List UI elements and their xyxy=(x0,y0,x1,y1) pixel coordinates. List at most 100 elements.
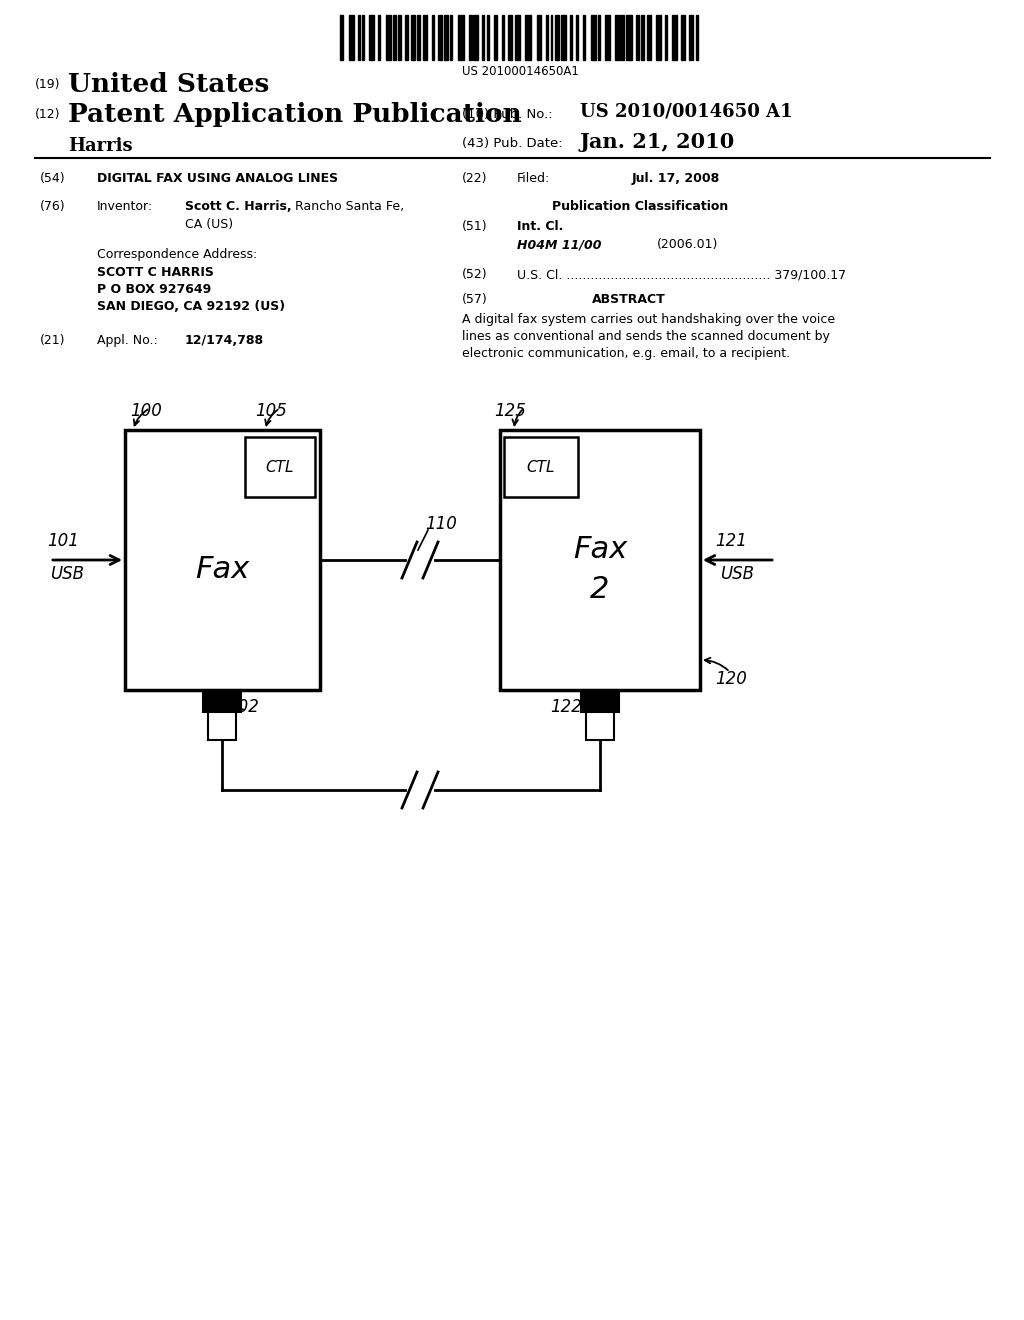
Text: DIGITAL FAX USING ANALOG LINES: DIGITAL FAX USING ANALOG LINES xyxy=(97,172,338,185)
Bar xyxy=(561,15,566,59)
Bar xyxy=(547,15,548,59)
Bar xyxy=(362,15,364,59)
Bar xyxy=(508,15,512,59)
Text: 121: 121 xyxy=(715,532,746,550)
Text: ABSTRACT: ABSTRACT xyxy=(592,293,666,306)
Bar xyxy=(551,15,552,59)
Bar xyxy=(672,15,677,59)
Text: USB: USB xyxy=(50,565,84,583)
Bar xyxy=(423,15,427,59)
Text: CA (US): CA (US) xyxy=(185,218,233,231)
Bar xyxy=(555,15,558,59)
Text: 102: 102 xyxy=(227,698,259,715)
Text: Filed:: Filed: xyxy=(517,172,550,185)
Bar xyxy=(586,711,614,741)
Bar xyxy=(125,430,319,690)
Bar xyxy=(404,15,409,59)
Text: 122: 122 xyxy=(550,698,582,715)
Bar xyxy=(591,15,596,59)
Text: 125: 125 xyxy=(494,403,526,420)
Bar xyxy=(398,15,400,59)
Text: 101: 101 xyxy=(47,532,79,550)
Text: (12): (12) xyxy=(35,108,60,121)
Text: Rancho Santa Fe,: Rancho Santa Fe, xyxy=(295,201,404,213)
Bar xyxy=(598,15,600,59)
Bar xyxy=(417,15,420,59)
Bar xyxy=(689,15,693,59)
Text: A digital fax system carries out handshaking over the voice: A digital fax system carries out handsha… xyxy=(462,313,836,326)
Text: Fax: Fax xyxy=(196,556,250,585)
Bar xyxy=(411,15,415,59)
Bar xyxy=(473,15,478,59)
Text: (10) Pub. No.:: (10) Pub. No.: xyxy=(462,108,553,121)
Bar xyxy=(577,15,579,59)
Bar xyxy=(245,437,315,498)
Text: Fax: Fax xyxy=(572,536,627,565)
Bar xyxy=(681,15,685,59)
Text: SCOTT C HARRIS: SCOTT C HARRIS xyxy=(97,267,214,279)
Text: CTL: CTL xyxy=(526,459,555,474)
Text: lines as conventional and sends the scanned document by: lines as conventional and sends the scan… xyxy=(462,330,829,343)
Text: Inventor:: Inventor: xyxy=(97,201,154,213)
Text: (43) Pub. Date:: (43) Pub. Date: xyxy=(462,137,562,150)
Bar xyxy=(495,15,497,59)
Bar xyxy=(569,15,572,59)
Bar xyxy=(340,15,343,59)
Text: USB: USB xyxy=(720,565,754,583)
Text: Appl. No.:: Appl. No.: xyxy=(97,334,158,347)
Bar xyxy=(370,15,374,59)
Bar xyxy=(537,15,541,59)
Bar xyxy=(696,15,698,59)
Bar xyxy=(432,15,434,59)
Text: (54): (54) xyxy=(40,172,66,185)
Text: Int. Cl.: Int. Cl. xyxy=(517,220,563,234)
Text: (22): (22) xyxy=(462,172,487,185)
Bar xyxy=(458,15,464,59)
Text: SAN DIEGO, CA 92192 (US): SAN DIEGO, CA 92192 (US) xyxy=(97,300,285,313)
Bar xyxy=(627,15,632,59)
Bar xyxy=(481,15,483,59)
Bar xyxy=(500,430,700,690)
Text: Correspondence Address:: Correspondence Address: xyxy=(97,248,257,261)
Bar xyxy=(469,15,471,59)
Bar xyxy=(208,711,236,741)
Text: CTL: CTL xyxy=(266,459,294,474)
Bar xyxy=(581,690,618,711)
Text: (51): (51) xyxy=(462,220,487,234)
Bar xyxy=(647,15,651,59)
Bar xyxy=(438,15,442,59)
Bar xyxy=(349,15,353,59)
Text: 2: 2 xyxy=(590,576,609,605)
Text: (2006.01): (2006.01) xyxy=(657,238,719,251)
Text: Publication Classification: Publication Classification xyxy=(552,201,728,213)
Text: electronic communication, e.g. email, to a recipient.: electronic communication, e.g. email, to… xyxy=(462,347,791,360)
Text: U.S. Cl. ................................................... 379/100.17: U.S. Cl. ...............................… xyxy=(517,268,846,281)
Bar xyxy=(393,15,395,59)
Text: (21): (21) xyxy=(40,334,66,347)
Bar xyxy=(203,690,241,711)
Bar xyxy=(357,15,360,59)
Text: US 2010/0014650 A1: US 2010/0014650 A1 xyxy=(580,103,793,121)
Bar xyxy=(502,15,505,59)
Bar xyxy=(605,15,610,59)
Bar xyxy=(665,15,667,59)
Bar xyxy=(451,15,452,59)
Bar xyxy=(614,15,620,59)
Bar xyxy=(622,15,625,59)
Text: P O BOX 927649: P O BOX 927649 xyxy=(97,282,211,296)
Bar xyxy=(641,15,644,59)
Text: Harris: Harris xyxy=(68,137,133,154)
Bar xyxy=(636,15,639,59)
Text: 12/174,788: 12/174,788 xyxy=(185,334,264,347)
Bar xyxy=(525,15,531,59)
Bar xyxy=(443,15,447,59)
Text: 120: 120 xyxy=(715,671,746,688)
Bar xyxy=(504,437,578,498)
Text: H04M 11/00: H04M 11/00 xyxy=(517,238,601,251)
Text: United States: United States xyxy=(68,73,269,96)
Text: 110: 110 xyxy=(425,515,457,533)
Text: 105: 105 xyxy=(255,403,287,420)
Bar xyxy=(515,15,520,59)
Text: (52): (52) xyxy=(462,268,487,281)
Text: (19): (19) xyxy=(35,78,60,91)
